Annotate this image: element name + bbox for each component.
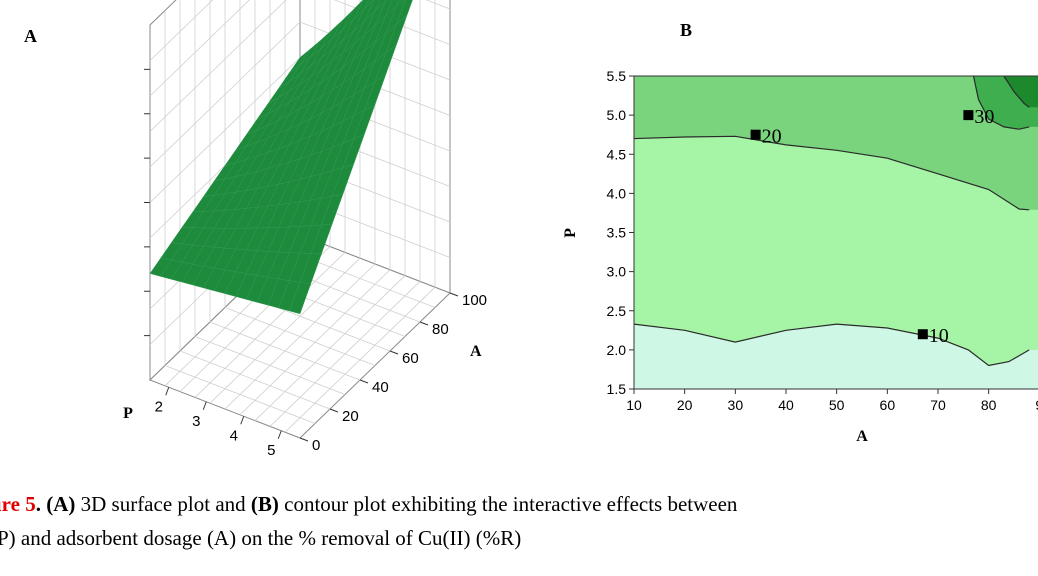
surface-facet: [385, 0, 406, 34]
caption-text-b: contour plot exhibiting the interactive …: [278, 492, 738, 516]
x-tick: [277, 430, 282, 439]
y-tick-label: 0: [312, 437, 320, 454]
surface-facet: [374, 0, 387, 12]
y-tick-label: 1.5: [607, 381, 627, 397]
y-tick-label: 20: [342, 408, 359, 425]
y-tick-label: 4.5: [607, 146, 627, 162]
contour-line: [1003, 75, 1030, 108]
x-tick-label: 80: [981, 397, 997, 413]
contour-line: [633, 323, 1030, 367]
x-tick-label: 70: [930, 397, 946, 413]
x-tick-label: 4: [230, 427, 238, 444]
surface-facet: [353, 0, 369, 20]
y-tick-label: 5.5: [607, 68, 627, 84]
surface-facet: [374, 0, 393, 26]
x-tick-label: 3: [192, 413, 200, 430]
x-tick-label: 30: [728, 397, 744, 413]
x-tick-label: 20: [677, 397, 693, 413]
x-tick-label: 9: [1035, 397, 1038, 413]
y-tick: [419, 321, 429, 326]
caption-panel-a-ref: (A): [46, 492, 76, 516]
gridline: [149, 57, 301, 203]
contour-region: [1003, 76, 1038, 108]
y-tick: [329, 408, 339, 413]
x-tick-label: 40: [778, 397, 794, 413]
gridline: [149, 0, 214, 61]
caption-panel-b-ref: (B): [250, 492, 279, 516]
surface-facet: [342, 0, 364, 30]
surface-facet: [364, 0, 381, 22]
gridline: [149, 0, 250, 97]
x-tick-label: 10: [626, 397, 642, 413]
figure-plots: 2 3 4 5 P 0 20 40 60 80 100 A 10 20 30 1.5 2.0 2.5 3.0 3.5…: [123, 0, 1038, 459]
y-tick-label: 3.0: [607, 264, 627, 280]
caption-figure-label: ure 5: [0, 492, 36, 516]
y-axis-label: P: [562, 228, 579, 238]
panel-b-letter: B: [680, 20, 693, 40]
panel-a-letter: A: [24, 26, 37, 46]
x-tick: [240, 416, 245, 425]
y-tick-label: 2.0: [607, 342, 627, 358]
contour-label: 30: [974, 106, 994, 128]
surface-plot: 2 3 4 5 P 0 20 40 60 80 100 A: [123, 0, 487, 459]
surface-facet: [353, 0, 375, 32]
y-tick-label: 60: [402, 350, 419, 367]
y-tick: [299, 437, 309, 442]
contour-plot: 10 20 30 1.5 2.0 2.5 3.0 3.5 4.0 4.5 5.0 5.5 10 20 30 4…: [562, 68, 1038, 445]
contour-label: 20: [762, 126, 782, 148]
surface-facet: [396, 0, 413, 25]
surface-facet: [385, 0, 387, 1]
gridline: [224, 307, 376, 366]
surface-facet: [396, 0, 404, 7]
x-axis-label: P: [123, 405, 133, 422]
x-tick: [202, 401, 207, 410]
y-tick: [359, 379, 369, 384]
contour-marker: [963, 110, 974, 121]
y-tick-label: 4.0: [607, 185, 627, 201]
y-axis-label: A: [470, 343, 482, 360]
contour-label: 10: [929, 325, 949, 347]
caption-line-2: (P) and adsorbent dosage (A) on the % re…: [0, 526, 522, 550]
caption-text-a: 3D surface plot and: [75, 492, 251, 516]
y-tick: [449, 292, 459, 297]
y-tick: [389, 350, 399, 355]
gridline: [254, 275, 406, 421]
x-tick-label: 5: [267, 442, 275, 459]
contour-line: [972, 75, 1030, 130]
gridline: [149, 21, 301, 168]
x-axis-label: A: [856, 428, 868, 445]
y-tick-label: 80: [432, 321, 449, 338]
gridline: [149, 0, 287, 132]
x-tick-label: 60: [880, 397, 896, 413]
y-tick-label: 40: [372, 379, 389, 396]
contour-line: [633, 135, 1030, 211]
caption-line-1: ure 5. (A) 3D surface plot and (B) conto…: [0, 492, 737, 517]
contour-region: [634, 76, 1038, 210]
surface-mesh: [149, 0, 413, 315]
x-tick-label: 2: [155, 398, 163, 415]
gridline: [269, 281, 421, 427]
y-tick-label: 5.0: [607, 107, 627, 123]
y-tick-label: 100: [462, 292, 487, 309]
caption-separator: .: [35, 492, 47, 516]
surface-facet: [385, 0, 400, 17]
gridline: [284, 286, 436, 433]
x-tick: [165, 387, 170, 396]
y-tick-label: 3.5: [607, 225, 627, 241]
surface-facet: [364, 0, 374, 10]
x-tick-label: 50: [829, 397, 845, 413]
contour-marker: [750, 129, 761, 140]
y-tick-label: 2.5: [607, 303, 627, 319]
gridline: [239, 269, 391, 416]
contour-marker: [917, 329, 928, 340]
